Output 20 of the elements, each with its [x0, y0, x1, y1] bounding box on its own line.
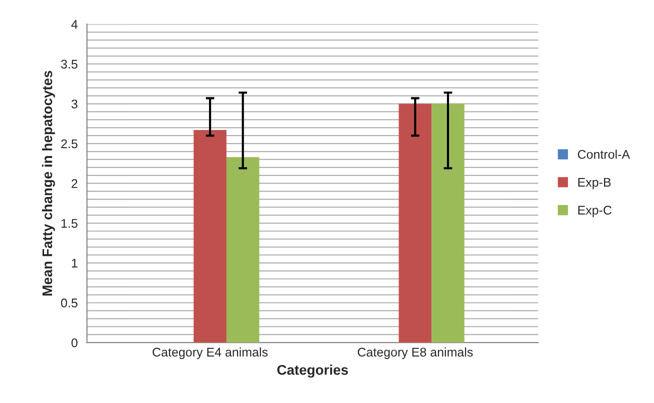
y-tick-label: 1.5 [62, 219, 78, 228]
y-tick-label: 3.5 [61, 60, 78, 69]
legend-label: Control-A [578, 150, 630, 159]
y-tick-label: 0 [71, 338, 78, 348]
y-tick-label: 0.5 [61, 298, 78, 308]
x-tick-label: Category E8 animals [358, 347, 473, 360]
x-axis-title: Categories [277, 364, 348, 378]
y-axis-title: Mean Fatty change in hepatocytes [42, 70, 56, 296]
y-tick-label: 3 [71, 100, 78, 108]
y-tick-label: 2 [72, 179, 78, 188]
bar [194, 130, 226, 343]
bar [226, 157, 260, 343]
bar [398, 104, 432, 343]
legend-label: Exp-C [578, 206, 612, 218]
bar [432, 104, 464, 343]
x-tick-label: Category E4 animals [152, 347, 268, 360]
y-tick-label: 4 [71, 20, 78, 29]
y-tick-label: 1 [72, 258, 78, 268]
y-tick-label: 2.5 [61, 139, 78, 148]
legend-label: Exp-B [578, 178, 611, 190]
